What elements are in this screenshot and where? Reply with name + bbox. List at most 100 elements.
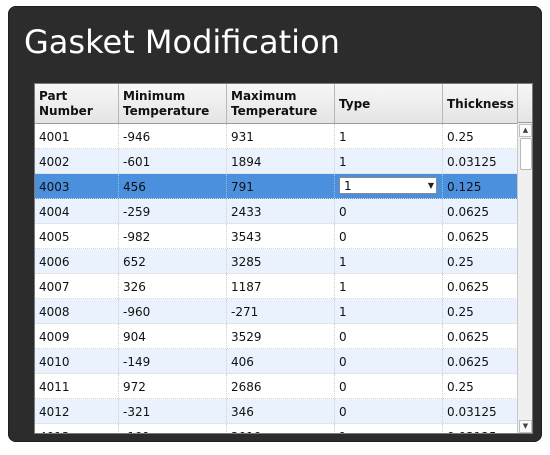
cell-max-temp: 2686 [227,374,335,398]
cell-thickness: 0.0625 [443,199,518,223]
cell-thickness: 0.0625 [443,349,518,373]
cell-thickness: 0.0625 [443,224,518,248]
cell-type: 0 [335,349,443,373]
cell-part-number: 4011 [35,374,119,398]
cell-max-temp: 1894 [227,149,335,173]
chevron-down-icon[interactable]: ▼ [427,181,434,190]
table-header: Part Number Minimum Temperature Maximum Tem… [35,84,518,124]
cell-thickness: 0.0625 [443,274,518,298]
scroll-down-icon[interactable]: ▼ [519,420,532,433]
cell-min-temp: -191 [119,424,227,433]
cell-thickness: 0.25 [443,374,518,398]
vertical-scrollbar[interactable]: ▲ ▼ [517,123,532,433]
header-label: Part Number [39,89,93,118]
type-select-value: 1 [344,178,352,193]
cell-max-temp: 3285 [227,249,335,273]
cell-part-number: 4007 [35,274,119,298]
cell-type: 1 [335,274,443,298]
cell-type: 1 [335,249,443,273]
table-row[interactable]: 4011 972 2686 0 0.25 [35,374,518,399]
table-row[interactable]: 4006 652 3285 1 0.25 [35,249,518,274]
table-row[interactable]: 4001 -946 931 1 0.25 [35,124,518,149]
table-row-selected[interactable]: 4003 456 791 1 ▼ 0.125 [35,174,518,199]
scroll-up-icon[interactable]: ▲ [519,124,532,137]
cell-max-temp: 406 [227,349,335,373]
cell-part-number: 4013 [35,424,119,433]
cell-part-number: 4004 [35,199,119,223]
cell-min-temp: -259 [119,199,227,223]
type-select[interactable]: 1 ▼ [339,177,437,194]
table-row[interactable]: 4008 -960 -271 1 0.25 [35,299,518,324]
table-row[interactable]: 4013-191201910.03125 [35,424,518,433]
cell-type: 1 [335,124,443,148]
column-header-minimum-temperature[interactable]: Minimum Temperature [119,84,227,123]
cell-min-temp: -601 [119,149,227,173]
table-row[interactable]: 4004 -259 2433 0 0.0625 [35,199,518,224]
cell-min-temp: -960 [119,299,227,323]
table-row[interactable]: 4007 326 1187 1 0.0625 [35,274,518,299]
cell-type: 1 [335,149,443,173]
header-corner [517,84,532,123]
table-row[interactable]: 4009 904 3529 0 0.0625 [35,324,518,349]
cell-max-temp: -271 [227,299,335,323]
cell-part-number: 4006 [35,249,119,273]
cell-type: 0 [335,199,443,223]
cell-type: 0 [335,224,443,248]
column-header-maximum-temperature[interactable]: Maximum Temperature [227,84,335,123]
cell-type: 1 [335,424,443,433]
cell-max-temp: 2433 [227,199,335,223]
header-label: Thickness [447,97,514,111]
cell-part-number: 4001 [35,124,119,148]
cell-max-temp: 2019 [227,424,335,433]
cell-max-temp: 791 [227,174,335,198]
page-title: Gasket Modification [24,23,340,61]
cell-type: 0 [335,374,443,398]
table-row[interactable]: 4005 -982 3543 0 0.0625 [35,224,518,249]
table-body: 4001 -946 931 1 0.25 4002 -601 1894 1 0.03125 4003… [35,124,518,433]
cell-max-temp: 346 [227,399,335,423]
table-row[interactable]: 4010 -149 406 0 0.0625 [35,349,518,374]
cell-max-temp: 931 [227,124,335,148]
cell-thickness: 0.25 [443,124,518,148]
cell-thickness: 0.03125 [443,149,518,173]
cell-max-temp: 3543 [227,224,335,248]
cell-min-temp: -321 [119,399,227,423]
cell-min-temp: 972 [119,374,227,398]
header-label: Type [339,97,371,111]
parts-table[interactable]: Part Number Minimum Temperature Maximum Tem… [34,83,533,434]
cell-thickness: 0.03125 [443,399,518,423]
cell-min-temp: -149 [119,349,227,373]
gasket-modification-panel: Gasket Modification Part Number Minimum Te… [8,6,542,442]
scrollbar-thumb[interactable] [520,138,532,170]
cell-min-temp: 326 [119,274,227,298]
cell-type: 0 [335,399,443,423]
cell-thickness: 0.03125 [443,424,518,433]
cell-thickness: 0.125 [443,174,518,198]
cell-type: 0 [335,324,443,348]
cell-min-temp: -946 [119,124,227,148]
cell-part-number: 4010 [35,349,119,373]
cell-min-temp: -982 [119,224,227,248]
cell-thickness: 0.25 [443,299,518,323]
cell-part-number: 4005 [35,224,119,248]
cell-part-number: 4012 [35,399,119,423]
cell-min-temp: 904 [119,324,227,348]
header-label: Minimum Temperature [123,89,210,118]
cell-type: 1 [335,299,443,323]
cell-part-number: 4002 [35,149,119,173]
cell-part-number: 4003 [35,174,119,198]
cell-thickness: 0.25 [443,249,518,273]
column-header-part-number[interactable]: Part Number [35,84,119,123]
cell-part-number: 4008 [35,299,119,323]
cell-min-temp: 456 [119,174,227,198]
table-row[interactable]: 4002 -601 1894 1 0.03125 [35,149,518,174]
header-label: Maximum Temperature [231,89,318,118]
cell-min-temp: 652 [119,249,227,273]
cell-type[interactable]: 1 ▼ [335,174,443,198]
cell-part-number: 4009 [35,324,119,348]
cell-thickness: 0.0625 [443,324,518,348]
column-header-thickness[interactable]: Thickness [443,84,518,123]
table-row[interactable]: 4012 -321 346 0 0.03125 [35,399,518,424]
cell-max-temp: 1187 [227,274,335,298]
column-header-type[interactable]: Type [335,84,443,123]
